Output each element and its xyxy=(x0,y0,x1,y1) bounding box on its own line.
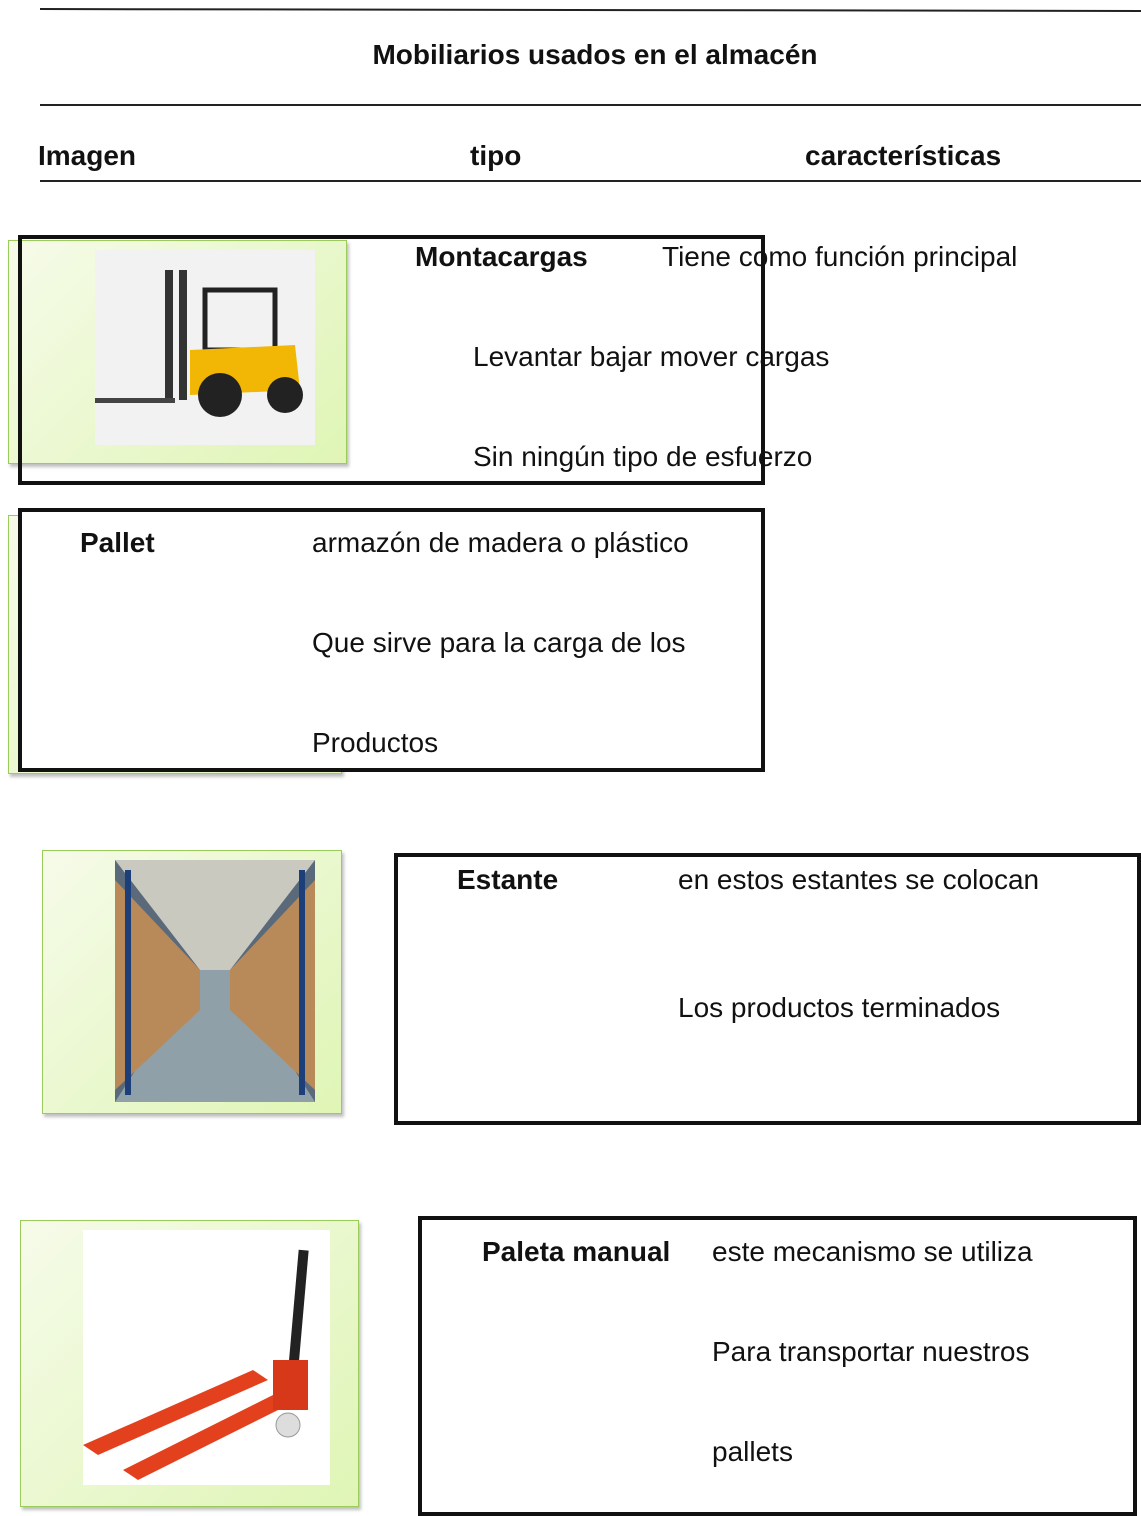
header: características xyxy=(805,140,1002,171)
item-line: Para transportar nuestros xyxy=(712,1336,1030,1367)
header: tipo xyxy=(470,140,522,171)
item-type: Estante xyxy=(457,864,559,895)
item-line: este mecanismo se utiliza xyxy=(712,1236,1033,1267)
title: Mobiliarios usados en el almacén xyxy=(372,39,818,70)
item-line: Productos xyxy=(312,727,439,758)
forklift-image xyxy=(95,250,315,445)
item-type: Pallet xyxy=(80,527,155,558)
item-line: Que sirve para la carga de los xyxy=(312,627,686,658)
shelf-image xyxy=(115,860,315,1102)
rule xyxy=(40,104,1141,106)
pallet-jack-image xyxy=(83,1230,330,1485)
item-line: Los productos terminados xyxy=(678,992,1001,1023)
rule xyxy=(40,180,1141,182)
top-rule xyxy=(39,8,1141,12)
item-line: en estos estantes se colocan xyxy=(678,864,1040,895)
header: Imagen xyxy=(38,140,137,171)
item-line: Levantar bajar mover cargas xyxy=(473,341,830,372)
item-type: Paleta manual xyxy=(482,1236,671,1267)
item-frame xyxy=(18,235,765,485)
item-line: Tiene como función principal xyxy=(662,241,1018,272)
item-type: Montacargas xyxy=(415,241,588,272)
item-line: pallets xyxy=(712,1436,793,1467)
item-frame xyxy=(394,853,1141,1125)
item-line: armazón de madera o plástico xyxy=(312,527,689,558)
item-line: Sin ningún tipo de esfuerzo xyxy=(473,441,813,472)
item-frame xyxy=(18,508,765,772)
